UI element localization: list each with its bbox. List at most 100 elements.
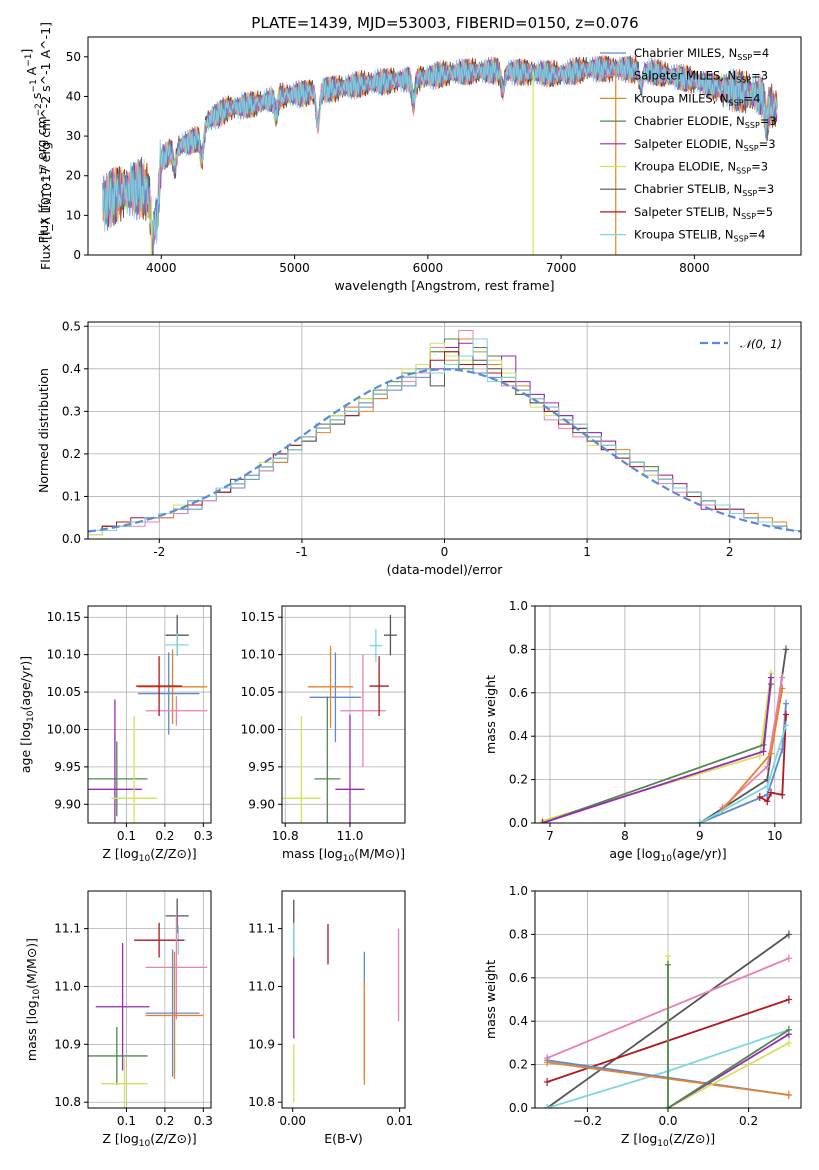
errorbar-kroupa_miles bbox=[145, 951, 204, 1080]
errorbar-kroupa_miles bbox=[137, 649, 208, 725]
errorbar-chabrier_elodie bbox=[88, 1026, 148, 1085]
x-tick-label: 8 bbox=[621, 829, 629, 843]
x-tick-label: 7000 bbox=[546, 261, 577, 275]
age-vs-mass-points bbox=[282, 614, 397, 823]
label-sub: 10 bbox=[343, 854, 355, 864]
x-tick-label: 2 bbox=[726, 545, 734, 559]
legend-sub: SSP bbox=[737, 53, 752, 62]
mass-vs-ebv-axes: 0.00 0.01 10.8 10.9 11.0 11.1 E(B-V) bbox=[248, 922, 413, 1146]
legend-sub: SSP bbox=[744, 144, 759, 153]
y-label-part: s bbox=[29, 93, 44, 104]
errorbar-chabrier_elodie bbox=[314, 696, 341, 823]
y-tick-label: 0 bbox=[73, 248, 81, 262]
x-tick-label: 8000 bbox=[679, 261, 710, 275]
legend-normal-label: 𝒩(0, 1) bbox=[740, 337, 782, 351]
y-tick-label: 50 bbox=[66, 50, 81, 64]
age-vs-mass-frame bbox=[281, 605, 406, 824]
label-part: Z [log bbox=[102, 1131, 138, 1146]
legend-text: Salpeter STELIB, N bbox=[634, 205, 741, 219]
figure-title: PLATE=1439, MJD=53003, FIBERID=0150, z=0… bbox=[251, 14, 638, 32]
x-tick-label: 0.2 bbox=[739, 1114, 758, 1128]
y-tick-label: 1.0 bbox=[509, 884, 528, 898]
legend-entry-label: Kroupa STELIB, NSSP=4 bbox=[634, 228, 765, 244]
weight-line-chabrier_elodie bbox=[667, 964, 790, 1108]
legend-tail: =5 bbox=[756, 205, 773, 219]
legend-tail: =3 bbox=[751, 69, 768, 83]
x-tick-label: 9 bbox=[696, 829, 704, 843]
y-label-part: −1 bbox=[24, 54, 34, 67]
y-tick-label: 0.1 bbox=[62, 489, 81, 503]
errorbar-salpeter_miles bbox=[145, 915, 208, 1020]
legend-sub: SSP bbox=[736, 76, 751, 85]
spectrum-frame bbox=[87, 36, 802, 256]
x-axis-label: Z [log10(Z/Z⊙)] bbox=[102, 846, 196, 864]
weight-line-salpeter_elodie bbox=[542, 677, 772, 823]
age-vs-z-axes: 0.1 0.2 0.3 9.90 9.95 10.00 10.05 10.10 10.15 Z [… bbox=[18, 606, 213, 864]
label-part: age [log bbox=[609, 846, 660, 861]
y-tick-label: 9.95 bbox=[248, 760, 275, 774]
x-tick-label: 0.01 bbox=[386, 1114, 413, 1128]
y-tick-label: 0.0 bbox=[509, 1101, 528, 1115]
y-tick-label: 0.2 bbox=[509, 1058, 528, 1072]
y-tick-label: 10.15 bbox=[47, 610, 81, 624]
legend-sub: SSP bbox=[734, 235, 749, 244]
y-axis-label: age [log10(age/yr)] bbox=[18, 656, 36, 773]
errorbar-salpeter_elodie bbox=[88, 699, 142, 823]
y-tick-label: 0.6 bbox=[509, 971, 528, 985]
y-tick-label: 11.1 bbox=[248, 922, 275, 936]
y-tick-label: 0.8 bbox=[509, 927, 528, 941]
y-label-part: λ bbox=[44, 198, 54, 204]
legend-text: Salpeter ELODIE, N bbox=[634, 137, 744, 151]
y-axis-label: mass weight bbox=[483, 960, 498, 1039]
residual-histogram-frame bbox=[87, 321, 802, 540]
label-sub: 10 bbox=[139, 1139, 151, 1149]
errorbar-chabrier_stelib bbox=[165, 898, 189, 934]
label-part: (M/M⊙)] bbox=[24, 938, 39, 989]
errorbar-salpeter_miles bbox=[340, 654, 386, 767]
y-tick-label: 10.00 bbox=[241, 722, 275, 736]
legend-entry-label: Chabrier ELODIE, NSSP=3 bbox=[634, 114, 777, 130]
legend-sub: SSP bbox=[729, 98, 744, 107]
label-part: (Z/Z⊙)] bbox=[669, 1131, 715, 1146]
y-label-part: −1 bbox=[29, 79, 39, 92]
x-tick-label: 6000 bbox=[413, 261, 444, 275]
legend-tail: =3 bbox=[757, 182, 774, 196]
x-tick-label: 11.0 bbox=[337, 829, 364, 843]
y-tick-label: 10.15 bbox=[241, 610, 275, 624]
age-vs-z-points bbox=[88, 614, 208, 823]
label-part: mass [log bbox=[24, 1000, 39, 1061]
y-label-part: −2 bbox=[34, 103, 44, 116]
x-axis-label: (data-model)/error bbox=[387, 562, 504, 577]
y-tick-label: 10.10 bbox=[241, 648, 275, 662]
age-vs-mass-axes: 10.8 11.0 9.90 9.95 10.00 10.05 10.10 10.15 mass… bbox=[241, 606, 405, 864]
y-tick-label: 10.9 bbox=[54, 1037, 81, 1051]
label-part: Z [log bbox=[102, 846, 138, 861]
mass-vs-ebv-frame bbox=[281, 890, 406, 1109]
legend-text: Chabrier MILES, N bbox=[634, 46, 737, 60]
legend-sub: SSP bbox=[741, 212, 756, 221]
legend-tail: =3 bbox=[760, 114, 777, 128]
mass-vs-z-axes: 0.1 0.2 0.310.810.911.011.1Z [log10(Z/Z⊙)]… bbox=[24, 891, 213, 1149]
errorbar-chabrier_miles bbox=[137, 652, 200, 735]
age-vs-z-frame bbox=[87, 605, 212, 824]
legend-entry-label: Salpeter MILES, NSSP=3 bbox=[634, 69, 768, 85]
mass-vs-ebv-points bbox=[293, 899, 400, 1103]
mass-vs-z-frame bbox=[87, 890, 212, 1109]
y-tick-label: 0.5 bbox=[62, 319, 81, 333]
legend-tail: =4 bbox=[752, 46, 769, 60]
legend-entry-label: Kroupa ELODIE, NSSP=3 bbox=[634, 160, 768, 176]
y-tick-label: 0.0 bbox=[62, 532, 81, 546]
y-label-part: Flux [f bbox=[36, 204, 51, 244]
weight-line-chabrier_miles bbox=[699, 703, 787, 823]
legend-sub: SSP bbox=[742, 189, 757, 198]
label-part: Z [log bbox=[621, 1131, 657, 1146]
x-tick-label: 0.1 bbox=[117, 1114, 136, 1128]
weight-vs-age-frame bbox=[534, 605, 802, 824]
errorbar-salpeter_miles bbox=[145, 695, 208, 726]
y-tick-label: 10.00 bbox=[47, 722, 81, 736]
errorbar-salpeter_elodie bbox=[335, 714, 365, 823]
x-tick-label: 0.3 bbox=[194, 1114, 213, 1128]
x-tick-label: 0.2 bbox=[155, 1114, 174, 1128]
legend-entry-label: Kroupa MILES, NSSP=4 bbox=[634, 91, 760, 107]
